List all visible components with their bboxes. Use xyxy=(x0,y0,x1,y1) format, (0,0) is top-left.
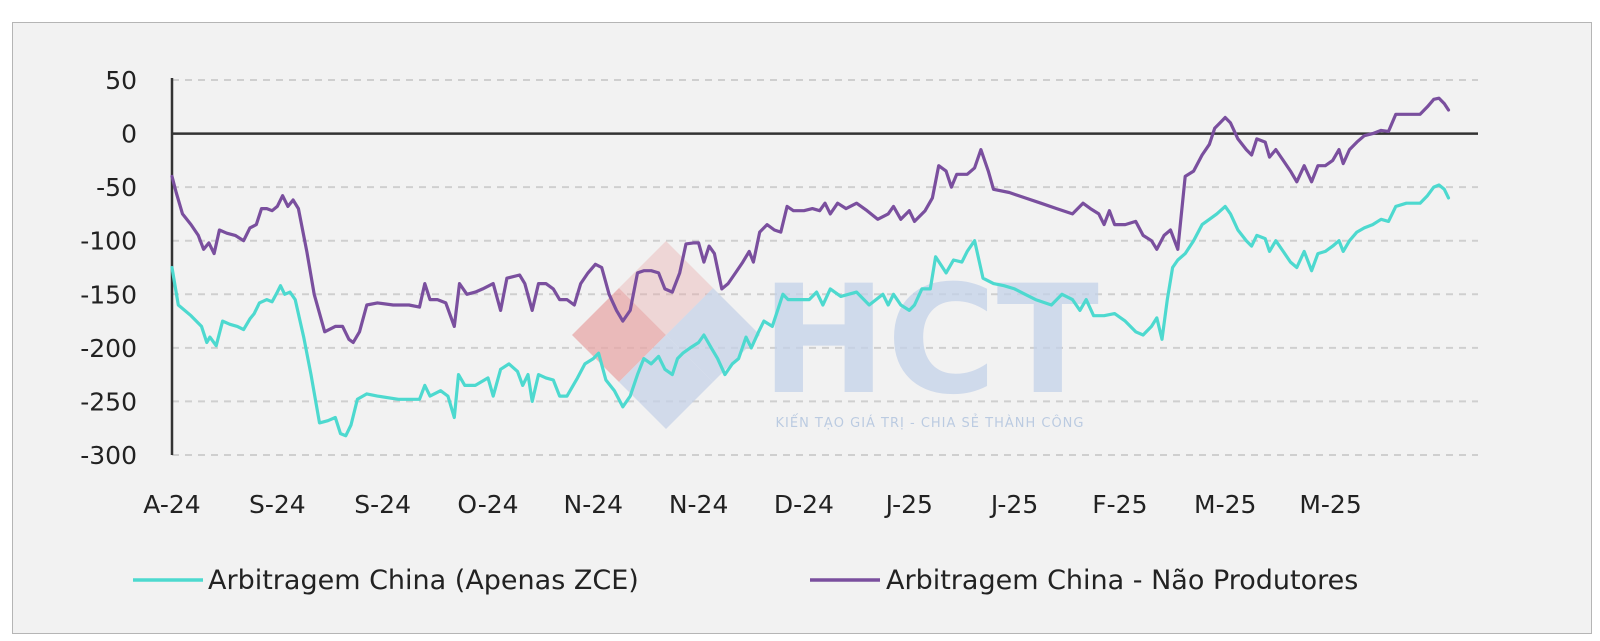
legend-label-1: Arbitragem China (Apenas ZCE) xyxy=(208,565,639,596)
series-lines xyxy=(170,96,1451,438)
x-tick-label: M-25 xyxy=(1194,490,1256,519)
legend: Arbitragem China (Apenas ZCE) Arbitragem … xyxy=(133,565,1358,596)
y-tick-labels: 50 0 -50 -100 -150 -200 -250 -300 xyxy=(80,66,137,470)
x-tick-label: M-25 xyxy=(1299,490,1361,519)
chart-frame xyxy=(12,22,1592,634)
y-tick-label: 50 xyxy=(105,66,137,95)
watermark: HCT KIẾN TẠO GIÁ TRỊ - CHIA SẺ THÀNH CÔN… xyxy=(572,241,1099,431)
legend-label-2: Arbitragem China - Não Produtores xyxy=(886,565,1358,596)
y-tick-label: -100 xyxy=(80,227,137,256)
x-tick-label: J-25 xyxy=(884,490,933,519)
x-tick-label: D-24 xyxy=(774,490,834,519)
watermark-logo-text: HCT xyxy=(761,254,1099,428)
watermark-tagline: KIẾN TẠO GIÁ TRỊ - CHIA SẺ THÀNH CÔNG xyxy=(776,414,1085,431)
x-tick-label: N-24 xyxy=(564,490,624,519)
x-tick-label: O-24 xyxy=(457,490,518,519)
x-tick-label: J-25 xyxy=(989,490,1038,519)
grid-lines xyxy=(172,79,1478,456)
x-tick-label: S-24 xyxy=(249,490,306,519)
y-tick-label: -200 xyxy=(80,334,137,363)
x-tick-label: A-24 xyxy=(143,490,200,519)
y-tick-label: -300 xyxy=(80,441,137,470)
y-tick-label: 0 xyxy=(121,120,137,149)
x-tick-labels: A-24 S-24 S-24 O-24 N-24 N-24 D-24 J-25 J-25 F-25… xyxy=(143,490,1361,519)
y-tick-label: -150 xyxy=(80,280,137,309)
y-tick-label: -250 xyxy=(80,387,137,416)
x-tick-label: N-24 xyxy=(669,490,729,519)
y-tick-label: -50 xyxy=(96,173,137,202)
series-line-2 xyxy=(170,96,1451,345)
series-line-1 xyxy=(170,183,1451,438)
x-tick-label: S-24 xyxy=(354,490,411,519)
x-tick-label: F-25 xyxy=(1092,490,1147,519)
